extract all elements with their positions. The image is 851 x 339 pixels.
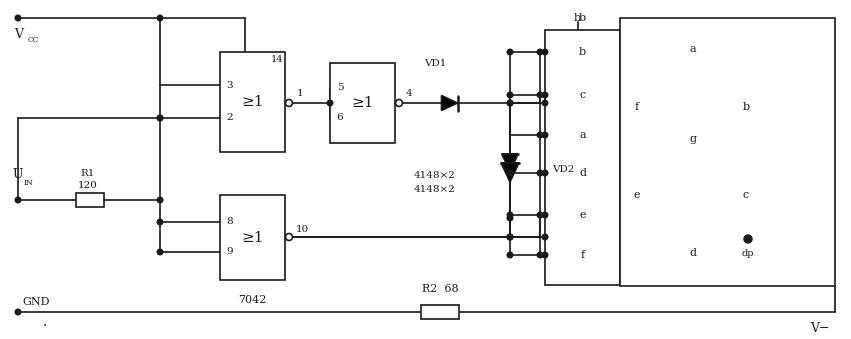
Text: d: d (579, 168, 586, 178)
Text: GND: GND (22, 297, 49, 307)
Text: R1: R1 (81, 170, 95, 179)
Text: 8: 8 (226, 218, 233, 226)
Circle shape (537, 252, 543, 258)
Text: c: c (580, 90, 585, 100)
Circle shape (507, 100, 513, 106)
Circle shape (507, 234, 513, 240)
Bar (545, 30, 620, 285)
Text: 9: 9 (226, 247, 233, 257)
Text: 1: 1 (297, 89, 303, 99)
Text: 4148×2: 4148×2 (414, 185, 456, 195)
Circle shape (542, 252, 548, 258)
Text: 6: 6 (337, 114, 343, 122)
Text: a: a (689, 44, 696, 54)
Circle shape (542, 132, 548, 138)
Text: VD1: VD1 (424, 59, 446, 67)
Bar (220, 52, 285, 152)
Text: g: g (689, 134, 696, 144)
Text: ≥1: ≥1 (241, 95, 264, 109)
Text: c: c (743, 190, 749, 200)
Circle shape (542, 49, 548, 55)
Circle shape (507, 170, 513, 176)
Circle shape (542, 234, 548, 240)
Circle shape (507, 49, 513, 55)
Circle shape (15, 197, 20, 203)
Circle shape (285, 100, 293, 106)
Circle shape (507, 234, 513, 240)
Circle shape (507, 234, 513, 240)
Circle shape (537, 92, 543, 98)
Text: 4: 4 (406, 88, 413, 98)
Circle shape (537, 49, 543, 55)
Text: 14: 14 (271, 55, 283, 63)
Text: b: b (579, 13, 586, 23)
Circle shape (157, 249, 163, 255)
Circle shape (396, 100, 403, 106)
Text: .: . (43, 315, 47, 329)
Text: CC: CC (28, 36, 39, 44)
Polygon shape (442, 96, 458, 111)
Circle shape (157, 115, 163, 121)
Circle shape (157, 197, 163, 203)
Circle shape (507, 215, 513, 221)
Text: d: d (689, 248, 696, 258)
Circle shape (507, 92, 513, 98)
Polygon shape (502, 154, 518, 172)
Text: R2  68: R2 68 (422, 284, 459, 294)
Circle shape (537, 132, 543, 138)
Bar (220, 195, 285, 280)
Circle shape (542, 212, 548, 218)
Circle shape (507, 100, 513, 106)
Text: e: e (580, 210, 585, 220)
Text: ≥1: ≥1 (351, 96, 374, 110)
Text: 3: 3 (226, 80, 233, 89)
Text: U: U (12, 168, 22, 181)
Circle shape (15, 15, 20, 21)
Text: a: a (580, 130, 585, 140)
Circle shape (537, 170, 543, 176)
Text: 7042: 7042 (238, 295, 266, 305)
Text: IN: IN (24, 179, 34, 187)
Text: VD2: VD2 (552, 165, 574, 175)
Circle shape (542, 170, 548, 176)
Text: V−: V− (810, 321, 830, 335)
Text: VD2: VD2 (548, 151, 570, 160)
Text: f: f (580, 250, 585, 260)
Circle shape (15, 309, 20, 315)
Circle shape (157, 115, 163, 121)
Circle shape (744, 235, 752, 243)
Circle shape (327, 100, 333, 106)
Text: V: V (14, 28, 23, 41)
Circle shape (542, 100, 548, 106)
Bar (620, 18, 835, 286)
Text: e: e (634, 190, 640, 200)
Bar (330, 63, 395, 143)
Text: 120: 120 (78, 181, 98, 191)
Text: ≥1: ≥1 (241, 231, 264, 244)
Circle shape (285, 234, 293, 240)
Bar (76, 193, 104, 207)
Text: 5: 5 (337, 83, 343, 93)
Circle shape (507, 252, 513, 258)
Text: b: b (574, 13, 581, 23)
Circle shape (542, 92, 548, 98)
Circle shape (157, 219, 163, 225)
Circle shape (537, 212, 543, 218)
Text: 2: 2 (226, 114, 233, 122)
Text: b: b (579, 47, 586, 57)
Polygon shape (501, 163, 519, 182)
Text: dp: dp (742, 248, 754, 258)
Text: 10: 10 (295, 224, 309, 234)
Text: b: b (742, 102, 750, 112)
Circle shape (507, 212, 513, 218)
Text: f: f (635, 102, 639, 112)
Text: 4148×2: 4148×2 (414, 171, 456, 179)
Circle shape (157, 15, 163, 21)
Bar (421, 305, 459, 319)
